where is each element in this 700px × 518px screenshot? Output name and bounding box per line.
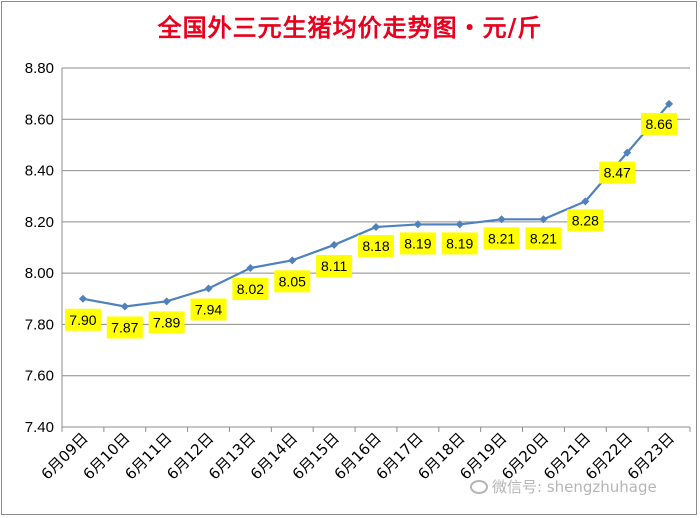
grid-lines bbox=[62, 67, 690, 428]
data-label-box bbox=[641, 112, 678, 135]
data-label: 8.18 bbox=[358, 234, 394, 257]
wechat-icon bbox=[470, 479, 488, 494]
data-label-box bbox=[190, 298, 227, 321]
data-label-text: 7.87 bbox=[111, 319, 138, 335]
data-label: 8.02 bbox=[232, 278, 269, 301]
data-point bbox=[120, 302, 129, 311]
data-point bbox=[623, 148, 632, 157]
data-label-text: 8.05 bbox=[279, 273, 306, 289]
data-point bbox=[455, 220, 464, 229]
data-label: 8.28 bbox=[567, 209, 604, 232]
y-tick-label: 8.40 bbox=[25, 163, 54, 180]
data-label-box bbox=[399, 232, 436, 255]
data-label-box bbox=[525, 227, 562, 250]
data-label: 8.05 bbox=[274, 270, 311, 293]
data-label-box bbox=[358, 234, 394, 257]
data-label: 8.19 bbox=[399, 232, 436, 255]
y-tick-label: 7.40 bbox=[25, 419, 54, 436]
data-point bbox=[78, 294, 87, 303]
data-label-text: 8.21 bbox=[530, 230, 557, 246]
data-label: 8.11 bbox=[316, 254, 353, 277]
data-label-box bbox=[106, 316, 143, 339]
data-label-box bbox=[316, 254, 353, 277]
data-point bbox=[288, 256, 297, 265]
data-label: 8.21 bbox=[525, 227, 562, 250]
data-point bbox=[330, 240, 339, 249]
data-label: 7.90 bbox=[64, 308, 101, 331]
data-labels: 7.90 7.87 7.89 7.94 8.02 8.05 8.11 8.18 8.19 8.19… bbox=[64, 112, 678, 339]
data-label-box bbox=[274, 270, 311, 293]
data-label-box bbox=[232, 278, 269, 301]
data-label-text: 7.90 bbox=[69, 312, 96, 328]
x-axis: 6月09日6月10日6月11日6月12日6月13日6月14日6月15日6月16日… bbox=[38, 426, 691, 483]
data-label-text: 7.89 bbox=[153, 314, 180, 330]
y-tick-label: 7.60 bbox=[25, 368, 54, 385]
data-label-box bbox=[483, 227, 520, 250]
watermark-text: 微信号: shengzhuhage bbox=[492, 478, 657, 496]
price-line bbox=[82, 103, 670, 308]
data-label-box bbox=[148, 311, 185, 334]
data-label: 7.89 bbox=[148, 311, 185, 334]
data-point bbox=[413, 220, 422, 229]
y-tick-label: 7.80 bbox=[25, 316, 54, 333]
data-label-text: 8.19 bbox=[404, 235, 431, 251]
data-label-text: 8.28 bbox=[572, 212, 599, 228]
y-tick-label: 8.20 bbox=[25, 214, 54, 231]
data-point bbox=[581, 197, 590, 206]
data-point bbox=[539, 215, 548, 224]
data-label-text: 8.19 bbox=[446, 235, 473, 251]
data-label: 8.66 bbox=[641, 112, 678, 135]
watermark: 微信号: shengzhuhage bbox=[470, 476, 657, 497]
y-tick-label: 8.00 bbox=[25, 265, 54, 282]
data-label-text: 8.66 bbox=[645, 116, 672, 132]
data-label-box bbox=[64, 308, 101, 331]
data-label-text: 7.94 bbox=[195, 302, 222, 318]
data-label-box bbox=[441, 232, 478, 255]
data-label: 8.47 bbox=[599, 161, 636, 184]
data-point bbox=[497, 215, 506, 224]
series-line bbox=[78, 99, 674, 311]
data-label-text: 8.18 bbox=[362, 238, 389, 254]
data-label: 7.87 bbox=[106, 316, 143, 339]
data-label-text: 8.11 bbox=[321, 258, 347, 274]
data-label: 8.21 bbox=[483, 227, 520, 250]
data-point bbox=[372, 222, 380, 231]
data-point bbox=[246, 264, 255, 273]
chart-title: 全国外三元生猪均价走势图・元/斤 bbox=[157, 13, 543, 42]
data-label: 7.94 bbox=[190, 298, 227, 321]
data-label-box bbox=[599, 161, 636, 184]
data-label-text: 8.47 bbox=[604, 165, 631, 181]
data-point bbox=[204, 284, 213, 293]
y-tick-label: 8.60 bbox=[25, 111, 54, 128]
data-point bbox=[162, 297, 171, 306]
y-axis: 7.40 7.60 7.80 8.00 8.20 8.40 8.60 8.80 bbox=[25, 60, 63, 436]
data-label-text: 8.02 bbox=[237, 281, 264, 297]
y-tick-label: 8.80 bbox=[25, 60, 54, 77]
data-label-text: 8.21 bbox=[488, 230, 515, 246]
data-label-box bbox=[567, 209, 604, 232]
data-label: 8.19 bbox=[441, 232, 478, 255]
data-point bbox=[665, 99, 674, 108]
